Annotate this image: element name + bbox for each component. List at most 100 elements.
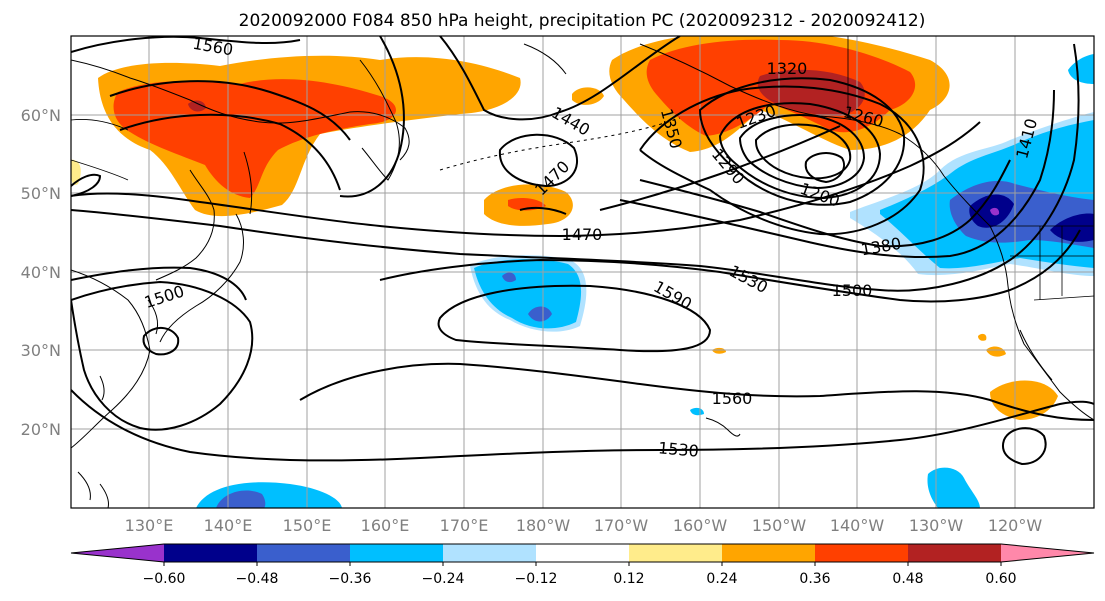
lon-tick-label: 130°E (125, 516, 174, 535)
coast-japan (159, 213, 244, 343)
precip-darkred-asia (188, 100, 206, 112)
lat-tick-label: 20°N (21, 420, 61, 439)
colorbar: −0.60 −0.48 −0.36 −0.24 −0.12 0.12 0.24 0.36 0.4… (70, 543, 1095, 587)
contour-1320 (698, 77, 906, 206)
contour-1470-north (119, 113, 341, 191)
contour-1440-ridge (439, 36, 681, 121)
precip-orange-bc (978, 333, 987, 341)
colorbar-swatch (1001, 544, 1094, 562)
contour-1530-south (71, 389, 1094, 462)
contour-1560-pac (299, 362, 1094, 421)
colorbar-tick-label: −0.12 (515, 571, 558, 587)
map-plot-area: 1560 1320 1440 1350 1230 1260 1290 1200 … (71, 34, 1094, 508)
border-us-mexico (1033, 295, 1094, 301)
contour-1440-north (339, 36, 405, 198)
colorbar-swatch (443, 544, 537, 562)
height-contours (71, 36, 1094, 466)
coast-asia-north (71, 59, 410, 161)
contour-1500-north (109, 80, 351, 141)
lat-axis: 60°N 50°N 40°N 30°N 20°N (21, 106, 61, 439)
lon-tick-label: 160°W (673, 516, 728, 535)
contour-1560-north (71, 36, 301, 53)
contour-1500-west (71, 266, 247, 301)
figure-title: 2020092000 F084 850 hPa height, precipit… (239, 11, 926, 31)
precip-orange-smallspot (986, 346, 1006, 357)
contour-1590 (437, 284, 712, 353)
coast-hawaii (705, 417, 741, 437)
coast-bering (523, 43, 567, 75)
lon-tick-label: 120°W (988, 516, 1043, 535)
lon-tick-label: 140°W (830, 516, 885, 535)
lon-tick-label: 160°E (361, 516, 410, 535)
lon-tick-label: 130°W (909, 516, 964, 535)
precip-positive-shading (71, 36, 1058, 420)
contour-1260 (738, 114, 866, 190)
coast-baja (1019, 329, 1053, 381)
colorbar-tick-label: −0.24 (422, 571, 465, 587)
lat-tick-label: 30°N (21, 341, 61, 360)
precip-orange-tiny (712, 347, 726, 354)
colorbar-swatch (908, 544, 1002, 562)
precip-orange-sea (572, 87, 604, 105)
precip-blue-pac (502, 272, 552, 322)
coast-aleutians (439, 117, 681, 171)
colorbar-swatch (350, 544, 444, 562)
colorbar-tick-label: 0.36 (799, 571, 830, 587)
lat-tick-label: 60°N (21, 106, 61, 125)
precip-purple-west (990, 207, 1000, 216)
lon-tick-label: 170°E (440, 516, 489, 535)
coast-philippines (77, 471, 109, 508)
border-china-mongolia (71, 159, 129, 181)
contour-1410-low (498, 133, 579, 188)
contour-1290 (718, 102, 882, 200)
colorbar-swatch (257, 544, 351, 562)
contour-1440-sea (519, 206, 567, 215)
lon-axis: 130°E 140°E 150°E 160°E 170°E 180°W 170°… (125, 516, 1043, 535)
colorbar-tick-label: 0.48 (892, 571, 923, 587)
map-frame (70, 35, 1095, 509)
lon-tick-label: 140°E (204, 516, 253, 535)
contour-label: 1470 (562, 225, 603, 244)
contour-1380 (639, 159, 1011, 248)
coast-taiwan (99, 375, 105, 401)
precip-lightyellow-asia (71, 159, 81, 185)
contour-label: 1560 (712, 389, 753, 408)
precip-navy-east (1050, 213, 1094, 242)
lon-tick-label: 180°W (516, 516, 571, 535)
colorbar-swatch (536, 544, 630, 562)
colorbar-tick-label: −0.48 (236, 571, 279, 587)
coast-kamchatka (359, 59, 400, 181)
precip-red-asia (113, 79, 397, 198)
coast-na-west (943, 175, 1094, 421)
contour-1440-main (599, 125, 841, 211)
contour-1230 (754, 123, 852, 180)
precip-cyan-ne (1068, 54, 1094, 84)
colorbar-tick-label: −0.36 (329, 571, 372, 587)
colorbar-tick-label: 0.24 (706, 571, 737, 587)
contour-1500-main (71, 43, 1080, 292)
contour-label: 1530 (657, 438, 699, 460)
contour-1470-gulf-left (71, 173, 102, 197)
contour-1500-local-west (142, 327, 180, 356)
colorbar-swatch (164, 544, 258, 562)
contour-label: 1320 (767, 59, 808, 78)
contour-1470-main (71, 121, 981, 238)
colorbar-tick-label: −0.60 (143, 571, 186, 587)
lon-tick-label: 170°W (594, 516, 649, 535)
lon-tick-label: 150°E (283, 516, 332, 535)
colorbar-tick-label: 0.12 (613, 571, 644, 587)
precip-negative-shading (196, 54, 1094, 508)
coast-korea (147, 299, 159, 335)
colorbar-tick-label: 0.60 (985, 571, 1016, 587)
precip-orange-mexico (990, 380, 1058, 420)
contour-label: 1560 (191, 34, 234, 60)
contour-1350 (639, 85, 925, 236)
colorbar-swatch (722, 544, 816, 562)
contour-1530-main (379, 229, 1081, 303)
contour-label: 1500 (832, 281, 873, 300)
colorbar-swatch (71, 544, 164, 562)
precip-cyan-mex (927, 467, 980, 508)
lon-tick-label: 150°W (752, 516, 807, 535)
contour-1500-local-east (1002, 427, 1047, 466)
